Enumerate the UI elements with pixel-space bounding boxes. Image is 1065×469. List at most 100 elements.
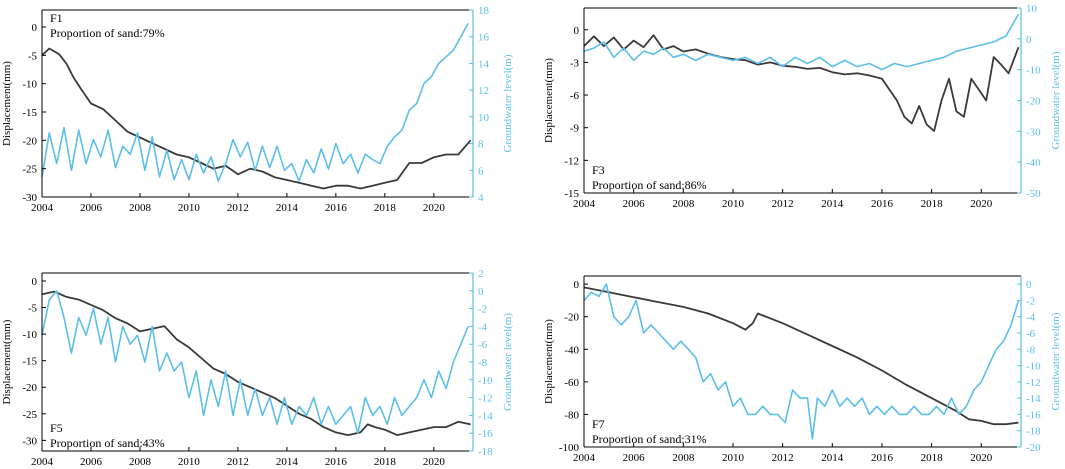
panel-f3: 2004 2006 2008 2010 2012 2014 2016 2018 2020 0 -3 -…	[543, 3, 1062, 210]
x-tick-label: 2006	[623, 452, 646, 464]
x-tick-label: 2016	[325, 456, 348, 468]
y-right-axis-label: Groundwater level(m)	[502, 54, 514, 152]
y-right-tick-label: 10	[1026, 3, 1038, 15]
y-right-tick-label: 12	[478, 85, 489, 97]
x-tick-label: 2004	[573, 198, 596, 210]
sand-proportion-label: Proportion of sand:86%	[592, 178, 707, 192]
y-left-tick-label: -3	[570, 57, 580, 69]
x-tick-label: 2014	[276, 456, 299, 468]
y-left-axis-label: Displacement(mm)	[543, 319, 555, 404]
panel-f1: 2004 2006 2008 2010 2012 2014 2016 2018 2020 0 -5 -…	[1, 5, 514, 214]
x-tick-label: 2018	[374, 202, 397, 214]
y-left-tick-label: -40	[564, 344, 579, 356]
groundwater-line-f3	[583, 13, 1020, 71]
y-left-tick-label: -10	[22, 79, 37, 91]
y-left-tick-label: -15	[22, 107, 37, 119]
y-left-tick-label: -20	[564, 312, 579, 324]
y-left-tick-label: -25	[22, 164, 37, 176]
y-left-tick-label: 0	[32, 22, 38, 34]
displacement-line-f1	[41, 47, 472, 190]
x-tick-label: 2004	[31, 202, 54, 214]
y-left-tick-label: -25	[22, 409, 37, 421]
y-right-axis-label: Groundwater level(m)	[1050, 51, 1062, 149]
y-right-axis-label: Groundwater level(m)	[502, 313, 514, 411]
x-tick-label: 2004	[31, 456, 54, 468]
groundwater-line-f5	[41, 289, 469, 435]
y-right-tick-label: -20	[1026, 442, 1041, 454]
y-left-tick-label: -15	[564, 188, 579, 200]
y-right-tick-label: -16	[1026, 409, 1041, 421]
x-tick-label: 2008	[129, 456, 152, 468]
y-right-tick-label: 14	[478, 58, 490, 70]
y-right-tick-label: -30	[1026, 126, 1041, 138]
x-tick-label: 2020	[970, 198, 993, 210]
y-right-tick-label: -8	[478, 357, 488, 369]
x-tick-label: 2012	[772, 198, 794, 210]
y-left-tick-label: -5	[28, 303, 38, 315]
y-right-tick-label: -50	[1026, 188, 1041, 200]
x-tick-label: 2018	[374, 456, 397, 468]
y-left-tick-label: -60	[564, 377, 579, 389]
y-left-tick-label: -12	[564, 155, 579, 167]
y-right-tick-label: -8	[1026, 344, 1036, 356]
y-left-tick-label: -20	[22, 135, 37, 147]
displacement-line-f7	[583, 286, 1019, 426]
y-right-tick-label: 16	[478, 32, 490, 44]
panel-label: F1	[50, 11, 63, 25]
y-right-tick-label: -40	[1026, 157, 1041, 169]
y-right-tick-label: -10	[1026, 65, 1041, 77]
y-right-tick-label: -12	[1026, 377, 1041, 389]
y-left-tick-label: -30	[22, 435, 37, 447]
x-tick-label: 2012	[227, 456, 249, 468]
y-right-tick-label: -14	[1026, 393, 1041, 405]
y-left-tick-label: 0	[574, 25, 580, 37]
x-tick-label: 2012	[227, 202, 249, 214]
y-right-tick-label: -4	[478, 321, 488, 333]
y-right-tick-label: -18	[478, 446, 493, 458]
x-tick-label: 2006	[80, 456, 103, 468]
y-right-tick-label: 18	[478, 5, 490, 17]
x-tick-label: 2014	[821, 452, 844, 464]
y-right-tick-label: 8	[478, 139, 484, 151]
y-left-axis-label: Displacement(mm)	[1, 319, 13, 404]
y-right-tick-label: 0	[478, 286, 484, 298]
panel-label: F7	[592, 417, 605, 431]
x-tick-label: 2012	[772, 452, 794, 464]
y-left-tick-label: -6	[570, 90, 580, 102]
y-right-tick-label: 4	[478, 192, 484, 204]
y-left-tick-label: -10	[22, 329, 37, 341]
x-tick-label: 2014	[276, 202, 299, 214]
y-right-tick-label: -10	[478, 375, 493, 387]
y-right-tick-label: -4	[1026, 312, 1036, 324]
sand-proportion-label: Proportion of sand:79%	[50, 26, 165, 40]
panel-f7: 2004 2006 2008 2010 2012 2014 2016 2018 20200-20…	[543, 275, 1062, 464]
y-right-tick-label: 2	[478, 268, 484, 280]
y-left-tick-label: -100	[559, 442, 580, 454]
y-right-tick-label: -10	[1026, 361, 1041, 373]
y-right-tick-label: 6	[478, 165, 484, 177]
x-tick-label: 2010	[178, 456, 201, 468]
y-left-tick-label: -15	[22, 356, 37, 368]
x-tick-label: 2008	[129, 202, 152, 214]
y-left-tick-label: -80	[564, 409, 579, 421]
x-tick-label: 2020	[423, 456, 446, 468]
x-tick-label: 2018	[921, 198, 944, 210]
x-tick-label: 2006	[80, 202, 103, 214]
x-tick-label: 2018	[921, 452, 944, 464]
x-tick-label: 2006	[623, 198, 646, 210]
displacement-line-f5	[41, 290, 471, 437]
y-right-tick-label: -2	[1026, 295, 1035, 307]
y-left-axis-label: Displacement(mm)	[1, 61, 13, 146]
x-tick-label: 2008	[672, 452, 695, 464]
y-right-tick-label: -18	[1026, 426, 1041, 438]
x-tick-label: 2016	[325, 202, 348, 214]
x-tick-label: 2010	[722, 198, 745, 210]
panel-label: F3	[592, 163, 605, 177]
x-tick-label: 2020	[423, 202, 446, 214]
y-left-tick-label: 0	[574, 279, 580, 291]
y-right-tick-label: -16	[478, 428, 493, 440]
y-right-axis-label: Groundwater level(m)	[1050, 312, 1062, 410]
panel-f5: 2004 2006 2008 2010 2012 2014 2016 2018 2020 0 -5 -…	[1, 268, 514, 468]
y-right-tick-label: -2	[478, 304, 487, 316]
